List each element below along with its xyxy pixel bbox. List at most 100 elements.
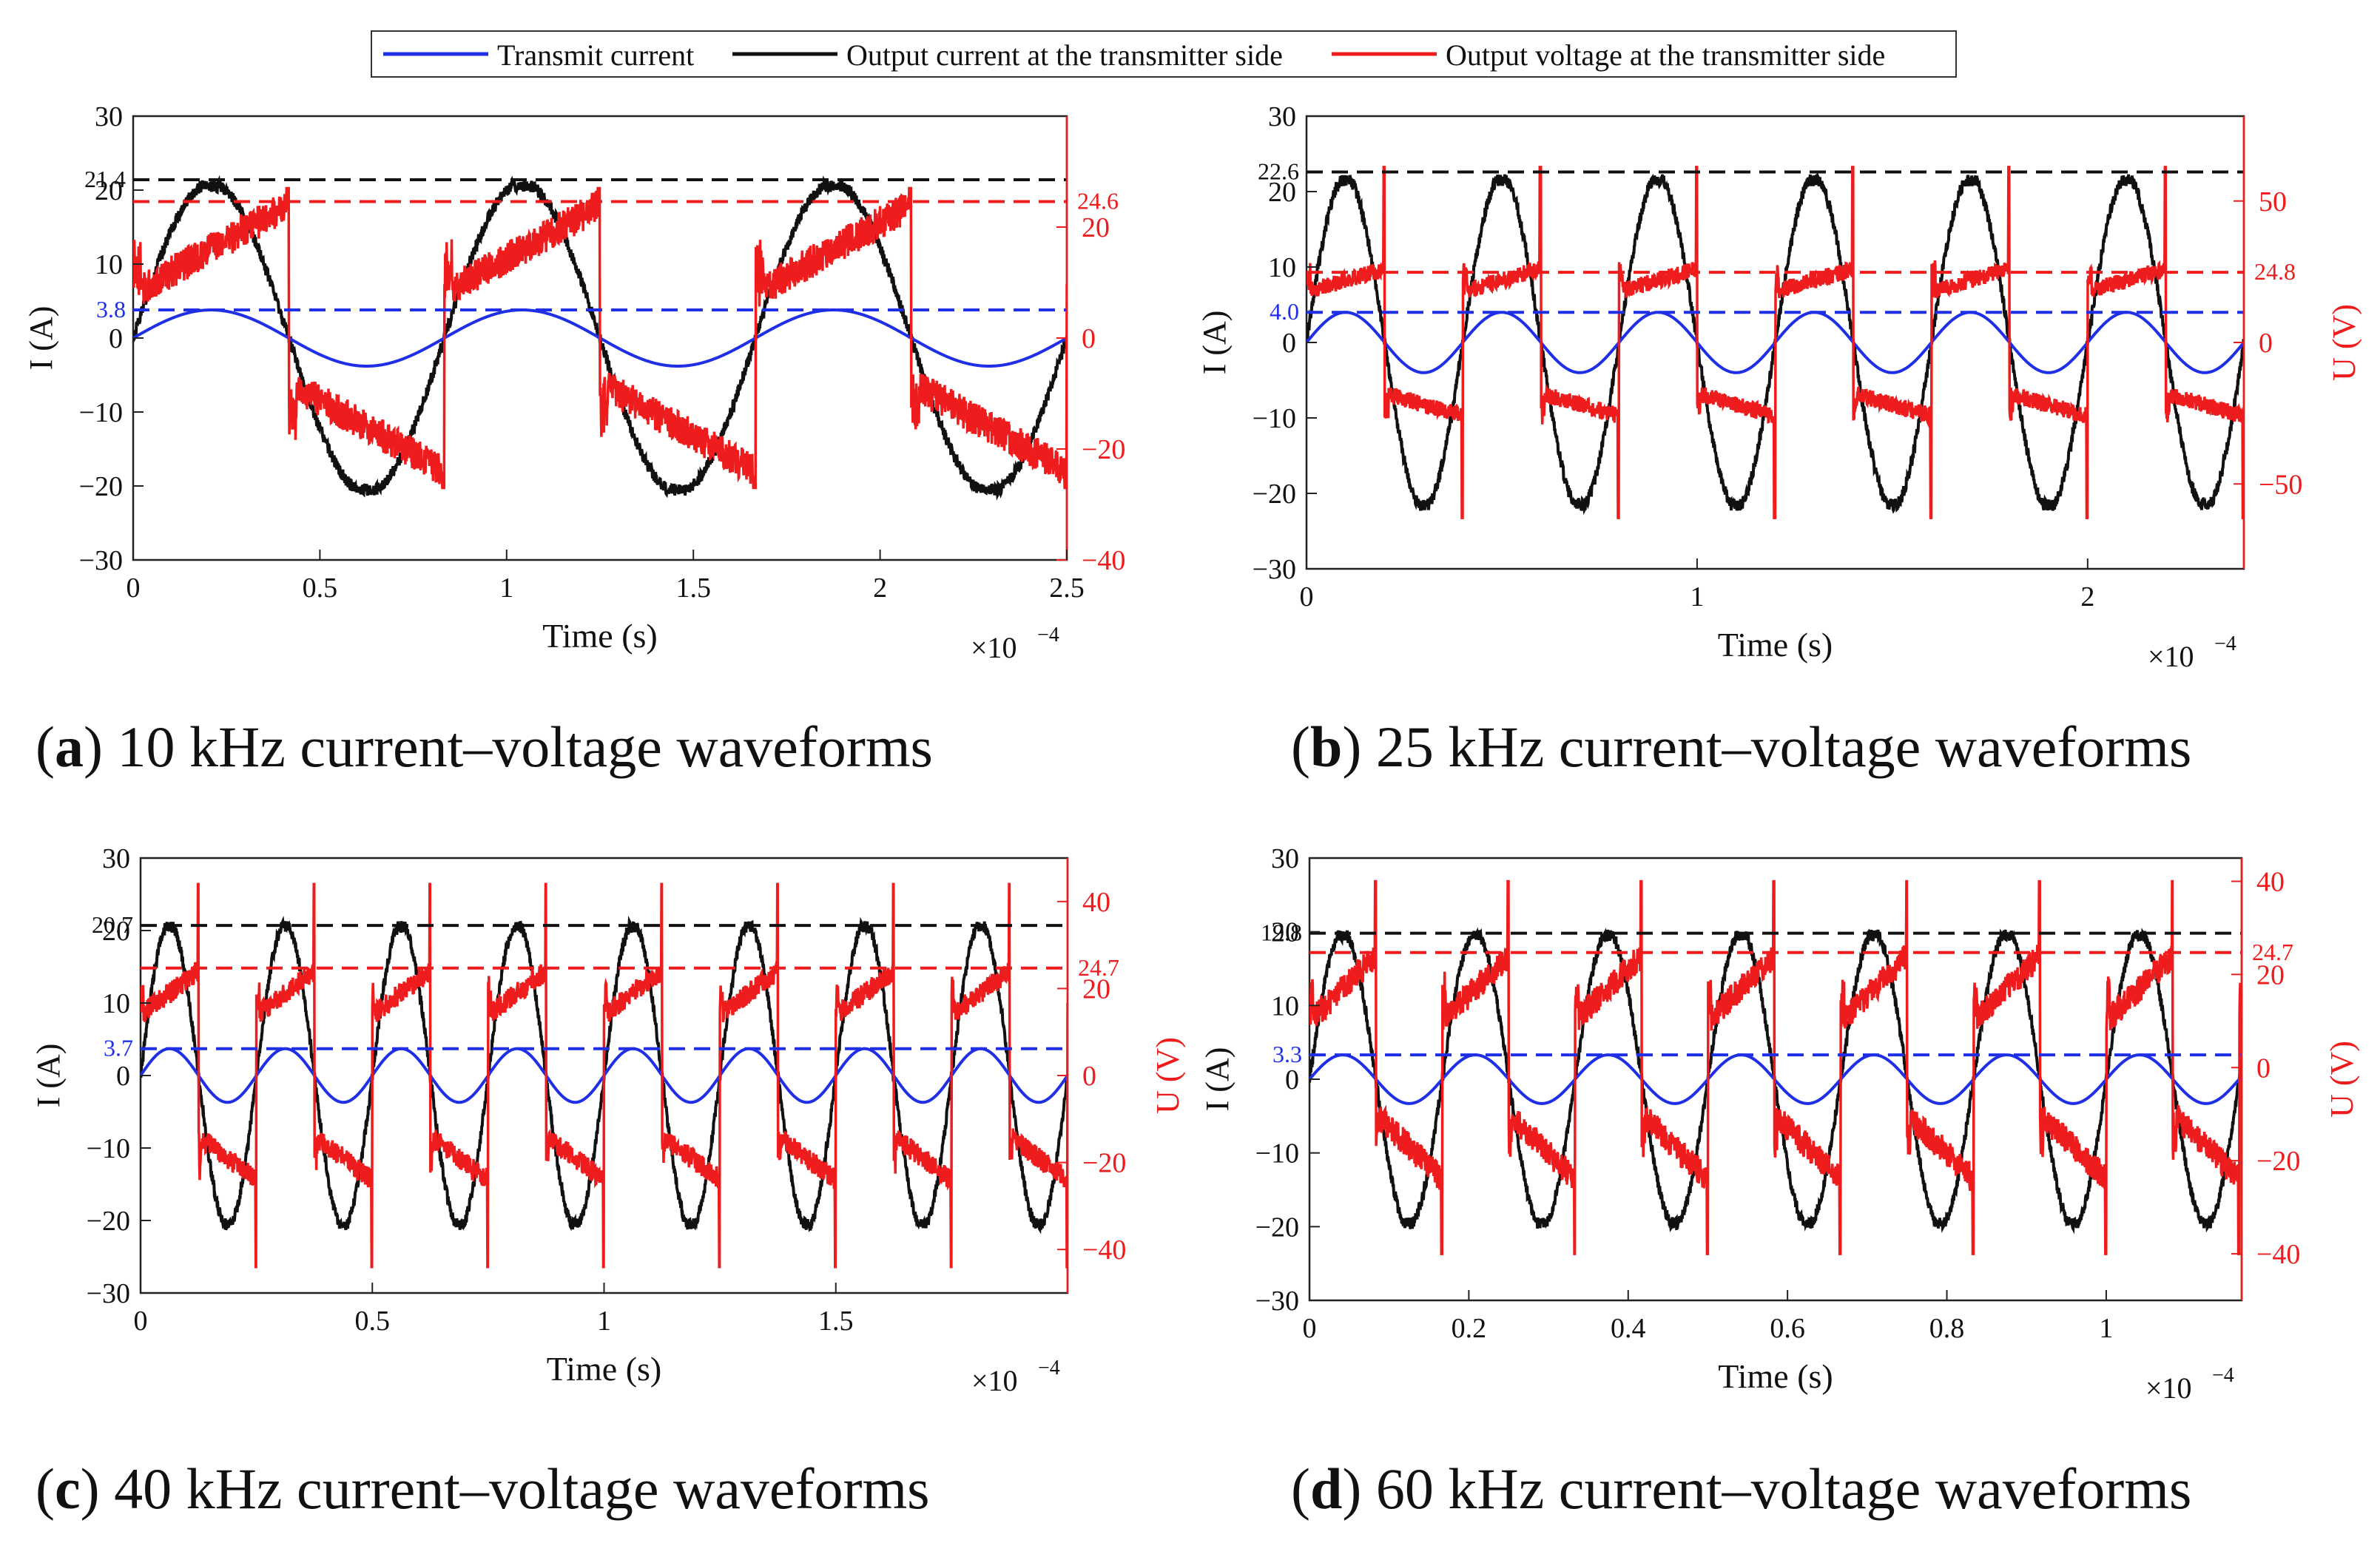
x-exponent-c: −4	[1038, 1357, 1060, 1380]
reference-label-c-0: 3.7	[104, 1035, 133, 1061]
ytick-left-label-a-6: 30	[95, 101, 123, 132]
ytick-left-label-b-4: 10	[1268, 252, 1296, 283]
xtick-label-a-1: 0.5	[303, 573, 338, 604]
ytick-right-label-d-2: 0	[2256, 1053, 2271, 1084]
ytick-left-label-a-1: −20	[79, 471, 123, 502]
ytick-right-label-a-1: −20	[1082, 434, 1125, 465]
series-output-voltage-b	[1307, 166, 2244, 519]
reference-label-d-0: 3.3	[1272, 1041, 1302, 1067]
ytick-right-label-b-2: 50	[2259, 186, 2287, 217]
xtick-label-d-1: 0.2	[1452, 1313, 1487, 1344]
reference-label-c-1: 20.7	[92, 911, 133, 938]
ytick-left-label-c-1: −20	[87, 1206, 130, 1237]
x-exponent-b: −4	[2214, 632, 2236, 655]
reference-label-a-2: 24.6	[1077, 188, 1119, 215]
ytick-left-label-c-6: 30	[102, 843, 130, 874]
ytick-left-label-c-4: 10	[102, 988, 130, 1019]
plot-area-d	[1309, 879, 2242, 1255]
ytick-left-label-d-4: 10	[1271, 990, 1299, 1022]
reference-label-b-0: 4.0	[1270, 298, 1299, 325]
xtick-label-a-0: 0	[127, 573, 141, 604]
ytick-left-label-d-6: 30	[1271, 843, 1299, 874]
ylabel-right-b: U (V)	[2326, 304, 2362, 381]
plot-area-c	[141, 882, 1068, 1269]
ytick-right-label-a-2: 0	[1082, 323, 1096, 354]
panel-c: 3.7 20.7 24.7 −30 −20 −10 0 10 20 30 −40 −20 0 20 40 0 0…	[30, 843, 1186, 1397]
ytick-left-label-c-2: −10	[87, 1133, 130, 1164]
ytick-left-label-b-6: 30	[1268, 101, 1296, 132]
ytick-right-label-c-3: 20	[1082, 973, 1110, 1005]
ytick-left-label-d-3: 0	[1285, 1064, 1299, 1095]
ylabel-right-c: U (V)	[1150, 1037, 1186, 1114]
xlabel-a: Time (s)	[542, 617, 658, 655]
ytick-left-label-a-0: −30	[79, 545, 123, 576]
ytick-right-label-c-1: −20	[1082, 1148, 1126, 1179]
ytick-left-label-a-5: 20	[95, 175, 123, 206]
ylabel-right-d: U (V)	[2324, 1041, 2360, 1118]
panel-a: 3.8 21.4 24.6 −30 −20 −10 0 10 20 30 −40 −20 0 20 0 0.5…	[23, 101, 1125, 664]
legend-box	[371, 30, 1957, 78]
reference-label-d-2: 24.7	[2252, 939, 2293, 965]
ytick-left-label-c-0: −30	[87, 1278, 130, 1309]
ytick-left-label-d-2: −10	[1255, 1138, 1299, 1169]
legend-label-transmit-current: Transmit current	[497, 38, 694, 72]
ylabel-left-b: I (A)	[1196, 311, 1233, 375]
ytick-right-label-c-4: 40	[1082, 887, 1110, 918]
plot-area-b	[1307, 166, 2244, 519]
xtick-label-b-0: 0	[1300, 581, 1314, 612]
series-output-voltage-a	[133, 186, 1067, 490]
xtick-label-c-3: 1.5	[818, 1306, 854, 1337]
ytick-right-label-b-1: 0	[2259, 328, 2273, 359]
xtick-label-d-0: 0	[1303, 1313, 1317, 1344]
xtick-label-b-2: 2	[2080, 581, 2094, 612]
xtick-label-d-3: 0.6	[1770, 1313, 1805, 1344]
ytick-left-label-c-5: 20	[102, 916, 130, 947]
caption-d: (d) 60 kHz current–voltage waveforms	[1291, 1456, 2192, 1521]
reference-label-b-2: 24.8	[2254, 258, 2296, 285]
x-exponent-d: −4	[2212, 1364, 2234, 1387]
ytick-left-label-b-2: −10	[1253, 403, 1296, 434]
reference-label-c-2: 24.7	[1078, 954, 1119, 981]
ytick-left-label-d-5: 20	[1271, 917, 1299, 948]
caption-a: (a) 10 kHz current–voltage waveforms	[36, 715, 933, 779]
xtick-label-a-2: 1	[499, 573, 513, 604]
ytick-right-label-d-1: −20	[2256, 1146, 2300, 1177]
xtick-label-d-2: 0.4	[1611, 1313, 1646, 1344]
xtick-label-d-4: 0.8	[1929, 1313, 1965, 1344]
ytick-left-label-a-2: −10	[79, 397, 123, 428]
x-exponent-a: −4	[1037, 624, 1059, 646]
ytick-right-label-d-3: 20	[2256, 959, 2285, 990]
ytick-left-label-b-3: 0	[1282, 328, 1296, 359]
legend: Transmit current Output current at the t…	[371, 30, 1957, 78]
reference-label-d-1: 19.8	[1261, 919, 1302, 946]
ylabel-left-d: I (A)	[1199, 1047, 1235, 1112]
xtick-label-a-5: 2.5	[1049, 573, 1085, 604]
ytick-right-label-b-0: −50	[2259, 469, 2302, 500]
caption-b: (b) 25 kHz current–voltage waveforms	[1291, 715, 2192, 779]
caption-c: (c) 40 kHz current–voltage waveforms	[36, 1456, 930, 1521]
ytick-left-label-b-1: −20	[1253, 479, 1296, 510]
ytick-right-label-c-0: −40	[1082, 1235, 1126, 1266]
ytick-right-label-a-3: 20	[1082, 212, 1110, 243]
ylabel-left-c: I (A)	[30, 1044, 67, 1108]
xlabel-c: Time (s)	[547, 1350, 662, 1388]
x-multiplier-b: ×10	[2148, 640, 2194, 673]
ylabel-left-a: I (A)	[23, 306, 59, 371]
panel-b: 4.0 22.6 24.8 −30 −20 −10 0 10 20 30 −50 0 50 0 1 2 Time…	[1196, 101, 2362, 673]
x-multiplier-d: ×10	[2145, 1371, 2192, 1405]
reference-label-a-1: 21.4	[84, 166, 126, 192]
ytick-left-label-d-1: −20	[1255, 1212, 1299, 1243]
series-output-voltage-d	[1309, 879, 2242, 1255]
ytick-left-label-a-4: 10	[95, 249, 123, 280]
ytick-right-label-d-0: −40	[2256, 1239, 2300, 1270]
ytick-left-label-c-3: 0	[116, 1061, 130, 1092]
series-output-voltage-c	[141, 882, 1068, 1269]
x-multiplier-a: ×10	[971, 631, 1017, 664]
xtick-label-d-5: 1	[2099, 1313, 2113, 1344]
ytick-left-label-b-5: 20	[1268, 177, 1296, 208]
xtick-label-b-1: 1	[1690, 581, 1704, 612]
ytick-right-label-a-0: −40	[1082, 545, 1125, 576]
legend-label-output-voltage: Output voltage at the transmitter side	[1446, 38, 1885, 72]
ytick-right-label-c-2: 0	[1082, 1061, 1096, 1092]
plot-area-a	[133, 175, 1067, 501]
